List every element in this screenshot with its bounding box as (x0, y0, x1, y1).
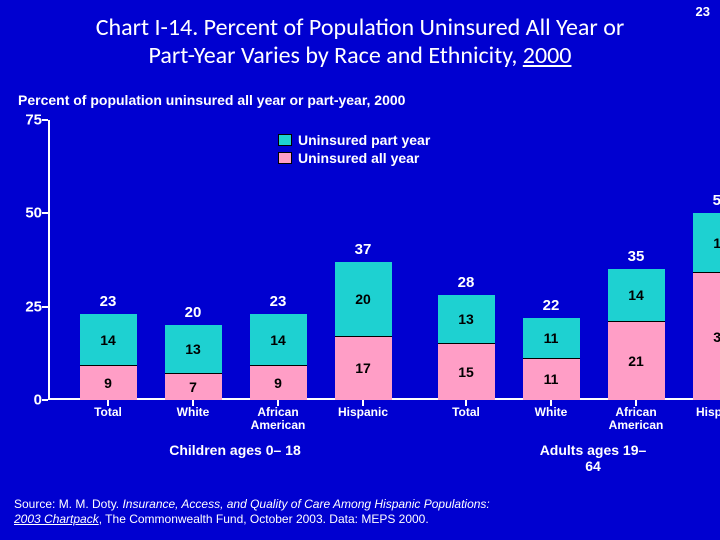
bar-total-label: 23 (100, 293, 117, 310)
legend-item: Uninsured part year (278, 132, 430, 148)
legend: Uninsured part year Uninsured all year (278, 132, 430, 168)
y-tick-mark (42, 212, 48, 214)
y-axis (48, 120, 50, 400)
legend-label: Uninsured part year (298, 132, 430, 148)
bar: 149 (250, 314, 307, 400)
bar: 2017 (335, 262, 392, 400)
bar-segment-all-year: 9 (250, 366, 307, 400)
y-tick-label: 0 (18, 392, 42, 409)
bar-total-label: 20 (185, 304, 202, 321)
bar: 149 (80, 314, 137, 400)
x-category-label: AfricanAmerican (609, 406, 664, 432)
bar-total-label: 23 (270, 293, 287, 310)
title-line-2b: 2000 (523, 41, 572, 70)
bar-segment-part-year: 14 (250, 314, 307, 366)
title-line-1: Chart I-14. Percent of Population Uninsu… (0, 14, 720, 42)
y-tick-mark (42, 306, 48, 308)
y-tick-mark (42, 399, 48, 401)
plot-area: 0255075Uninsured part yearUninsured all … (48, 120, 702, 400)
bar-total-label: 50 (713, 192, 720, 209)
bar-segment-part-year: 20 (335, 262, 392, 337)
y-tick-label: 75 (18, 112, 42, 129)
bar-segment-part-year: 13 (165, 325, 222, 374)
group-label: Children ages 0– 18 (169, 442, 301, 458)
source-prefix: Source: M. M. Doty. (14, 497, 122, 511)
slide: 23 Chart I-14. Percent of Population Uni… (0, 0, 720, 540)
chart-title: Chart I-14. Percent of Population Uninsu… (0, 14, 720, 69)
source-line-1: Source: M. M. Doty. Insurance, Access, a… (14, 497, 490, 511)
y-tick-label: 50 (18, 205, 42, 222)
bar-segment-all-year: 9 (80, 366, 137, 400)
legend-label: Uninsured all year (298, 150, 419, 166)
title-line-2: Part-Year Varies by Race and Ethnicity, … (0, 42, 720, 70)
y-tick-label: 25 (18, 298, 42, 315)
source-title-1: Insurance, Access, and Quality of Care A… (122, 497, 489, 511)
source-line-2: 2003 Chartpack, The Commonwealth Fund, O… (14, 512, 490, 526)
bar-segment-all-year: 17 (335, 337, 392, 400)
bar: 137 (165, 325, 222, 400)
bar-total-label: 28 (458, 274, 475, 291)
legend-item: Uninsured all year (278, 150, 430, 166)
bar-total-label: 35 (628, 248, 645, 265)
x-category-label: White (535, 406, 568, 419)
title-line-2a: Part-Year Varies by Race and Ethnicity, (149, 41, 523, 70)
x-category-label: Hispanic (696, 406, 720, 419)
bar-segment-all-year: 11 (523, 359, 580, 400)
bar-segment-all-year: 15 (438, 344, 495, 400)
bar-segment-part-year: 13 (438, 295, 495, 344)
bar-segment-part-year: 16 (693, 213, 720, 273)
bar-segment-all-year: 7 (165, 374, 222, 400)
x-category-label: White (177, 406, 210, 419)
chart-subtitle: Percent of population uninsured all year… (18, 92, 405, 108)
legend-swatch (278, 134, 292, 146)
bar-segment-part-year: 11 (523, 318, 580, 359)
bar: 1421 (608, 269, 665, 400)
bar: 1634 (693, 213, 720, 400)
bar-segment-part-year: 14 (80, 314, 137, 366)
source-citation: Source: M. M. Doty. Insurance, Access, a… (14, 497, 490, 526)
y-tick-mark (42, 119, 48, 121)
bar: 1315 (438, 295, 495, 400)
x-category-label: Total (452, 406, 480, 419)
bar-segment-all-year: 21 (608, 322, 665, 400)
bar-segment-part-year: 14 (608, 269, 665, 321)
bar-total-label: 37 (355, 241, 372, 258)
group-label: Adults ages 19– 64 (539, 442, 648, 474)
bar-total-label: 22 (543, 297, 560, 314)
x-category-label: Hispanic (338, 406, 388, 419)
x-category-label: Total (94, 406, 122, 419)
source-title-2: 2003 Chartpack (14, 512, 99, 526)
x-category-label: AfricanAmerican (251, 406, 306, 432)
bar: 1111 (523, 318, 580, 400)
bar-segment-all-year: 34 (693, 273, 720, 400)
chart-area: 0255075Uninsured part yearUninsured all … (18, 120, 702, 450)
source-suffix: , The Commonwealth Fund, October 2003. D… (99, 512, 429, 526)
legend-swatch (278, 152, 292, 164)
